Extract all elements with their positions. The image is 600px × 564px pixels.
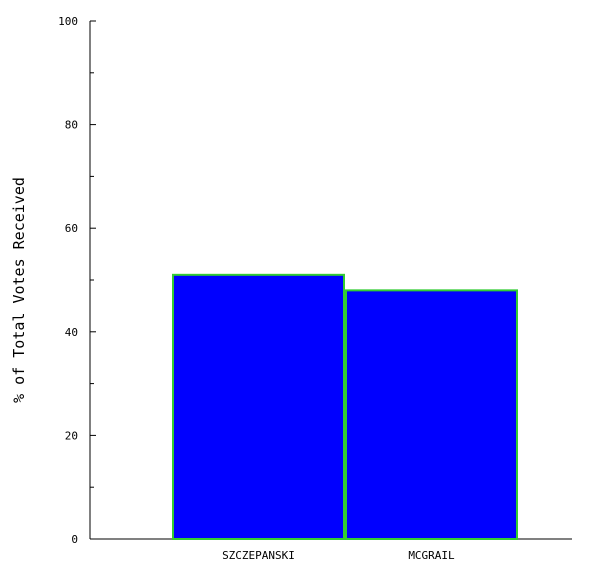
y-ticks: 0 20 40 60 80 100 [58, 15, 96, 546]
x-category-label: SZCZEPANSKI [222, 549, 295, 562]
bar-szczepanski [172, 273, 345, 540]
y-tick-label: 100 [58, 15, 78, 28]
category-labels: SZCZEPANSKI MCGRAIL [222, 549, 455, 562]
y-tick-label: 40 [65, 326, 78, 339]
y-tick-label: 0 [71, 533, 78, 546]
x-category-label: MCGRAIL [408, 549, 455, 562]
y-tick-label: 80 [65, 119, 78, 132]
bar-mcgrail [345, 289, 518, 540]
bars [172, 273, 518, 540]
y-tick-label: 20 [65, 429, 78, 442]
y-axis-title: % of Total Votes Received [10, 177, 28, 403]
y-tick-label: 60 [65, 222, 78, 235]
